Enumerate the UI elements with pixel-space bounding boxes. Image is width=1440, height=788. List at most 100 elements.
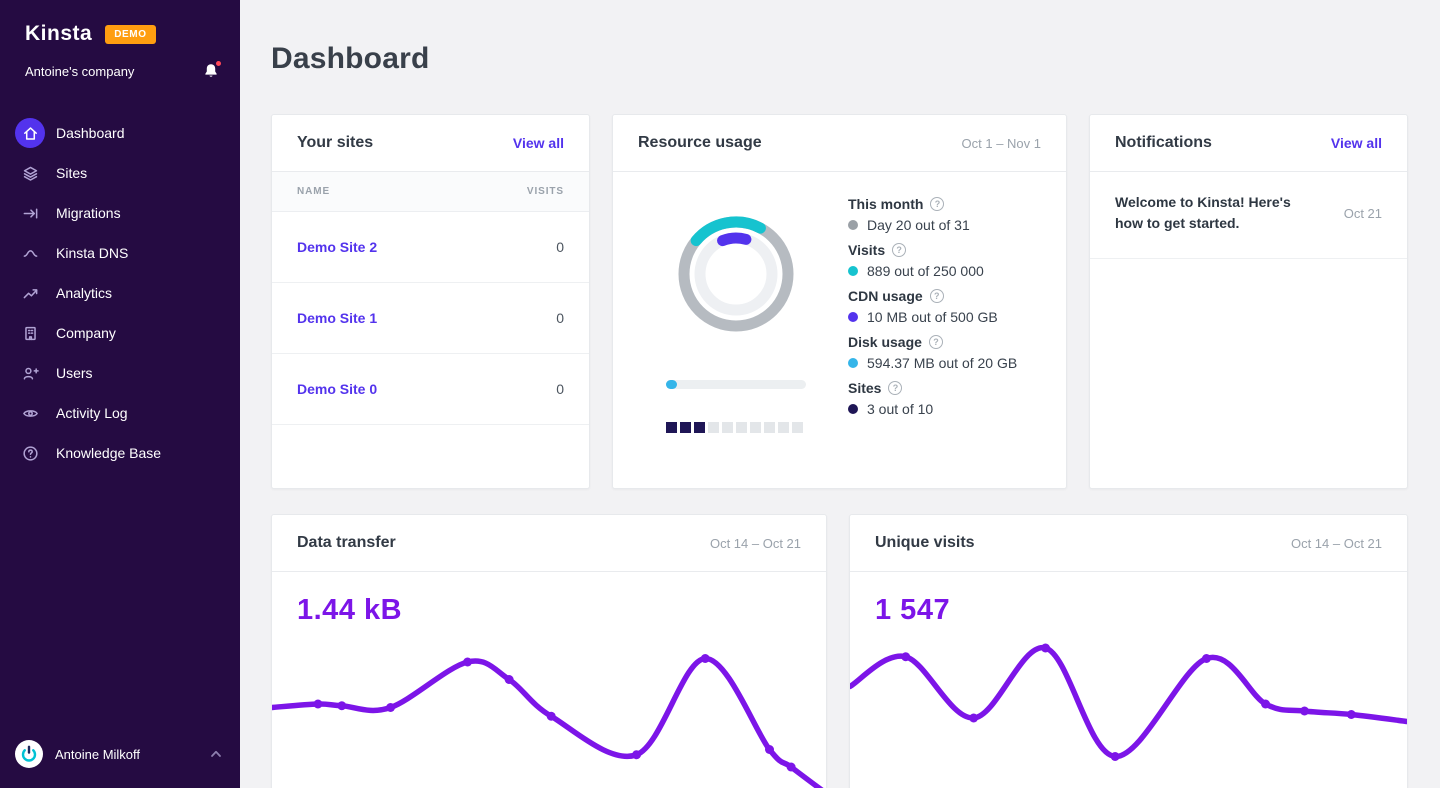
site-link[interactable]: Demo Site 1 — [297, 310, 378, 326]
legend-item: This month? Day 20 out of 31 — [848, 196, 1017, 233]
demo-badge: DEMO — [105, 24, 156, 44]
your-sites-view-all-link[interactable]: View all — [512, 135, 564, 151]
sites-table-header: NAME VISITS — [272, 172, 589, 212]
activity-icon — [15, 398, 45, 428]
unique-visits-date-range: Oct 14 – Oct 21 — [1290, 535, 1382, 551]
sidebar-item-kinsta-dns[interactable]: Kinsta DNS — [0, 233, 240, 273]
company-row: Antoine's company — [0, 46, 240, 81]
sidebar-item-sites[interactable]: Sites — [0, 153, 240, 193]
sidebar-item-migrations[interactable]: Migrations — [0, 193, 240, 233]
legend-value: Day 20 out of 31 — [867, 217, 970, 233]
notifications-bell-icon[interactable] — [202, 60, 222, 81]
data-transfer-chart — [272, 654, 824, 788]
sidebar-item-label: Analytics — [56, 285, 113, 301]
legend-label: Disk usage — [848, 334, 922, 350]
table-row: Demo Site 1 0 — [272, 283, 589, 354]
site-link[interactable]: Demo Site 2 — [297, 239, 378, 255]
main-content: Dashboard Your sites View all NAME VISIT… — [240, 0, 1440, 788]
resource-donut-chart — [678, 216, 794, 332]
legend-item: Sites? 3 out of 10 — [848, 380, 1017, 417]
site-visits-value: 0 — [556, 310, 564, 326]
resource-usage-body: This month? Day 20 out of 31 Visits? 889 ou… — [613, 172, 1066, 488]
knowledge-icon — [15, 438, 45, 468]
legend-label: This month — [848, 196, 924, 212]
your-sites-title: Your sites — [297, 134, 374, 151]
help-icon[interactable]: ? — [928, 335, 943, 349]
sidebar-item-label: Activity Log — [56, 405, 128, 421]
unique-visits-total: 1 547 — [875, 594, 951, 626]
help-icon[interactable]: ? — [930, 197, 945, 211]
legend-color-dot — [848, 266, 858, 276]
sidebar-item-label: Migrations — [56, 205, 121, 221]
sidebar-item-analytics[interactable]: Analytics — [0, 273, 240, 313]
sidebar-item-dashboard[interactable]: Dashboard — [0, 113, 240, 153]
legend-color-dot — [848, 404, 858, 414]
site-slot-used — [694, 422, 705, 433]
help-icon[interactable]: ? — [929, 289, 944, 303]
site-slot-free — [778, 422, 789, 433]
notifications-title: Notifications — [1115, 134, 1212, 151]
sidebar-item-label: Knowledge Base — [56, 445, 162, 461]
disk-usage-bar-fill — [666, 380, 678, 389]
migrations-icon — [15, 198, 45, 228]
sidebar-item-label: Dashboard — [56, 125, 125, 141]
sidebar-item-company[interactable]: Company — [0, 313, 240, 353]
legend-label: Visits — [848, 242, 886, 258]
site-slot-free — [750, 422, 761, 433]
your-sites-card: Your sites View all NAME VISITS Demo Sit… — [271, 114, 590, 489]
users-icon — [15, 358, 45, 388]
legend-color-dot — [848, 312, 858, 322]
legend-item: CDN usage? 10 MB out of 500 GB — [848, 288, 1017, 325]
sidebar-item-users[interactable]: Users — [0, 353, 240, 393]
resource-usage-date-range: Oct 1 – Nov 1 — [961, 135, 1041, 151]
user-avatar — [14, 739, 44, 769]
sidebar-item-label: Company — [56, 325, 116, 341]
site-slot-free — [736, 422, 747, 433]
bottom-cards-row: Data transfer Oct 14 – Oct 21 1.44 kB Un… — [271, 514, 1408, 788]
site-link[interactable]: Demo Site 0 — [297, 381, 378, 397]
data-transfer-card: Data transfer Oct 14 – Oct 21 1.44 kB — [271, 514, 827, 788]
site-visits-value: 0 — [556, 239, 564, 255]
bell-alert-dot — [215, 60, 222, 67]
sidebar-item-knowledge-base[interactable]: Knowledge Base — [0, 433, 240, 473]
data-transfer-total: 1.44 kB — [297, 594, 403, 626]
resource-usage-card: Resource usage Oct 1 – Nov 1 This month?… — [612, 114, 1067, 489]
help-icon[interactable]: ? — [888, 381, 903, 395]
disk-usage-bar — [666, 380, 806, 389]
notification-item[interactable]: Welcome to Kinsta! Here's how to get sta… — [1090, 172, 1407, 259]
legend-color-dot — [848, 220, 858, 230]
help-icon[interactable]: ? — [892, 243, 907, 257]
user-menu[interactable]: Antoine Milkoff — [0, 732, 240, 776]
site-visits-value: 0 — [556, 381, 564, 397]
notification-text: Welcome to Kinsta! Here's how to get sta… — [1115, 194, 1291, 231]
site-slot-free — [764, 422, 775, 433]
sidebar-nav: Dashboard Sites Migrations Kinsta DNS Analyt… — [0, 113, 240, 473]
legend-value: 594.37 MB out of 20 GB — [867, 355, 1018, 371]
unique-visits-chart — [850, 643, 1407, 761]
layers-icon — [15, 158, 45, 188]
page-title: Dashboard — [271, 42, 430, 75]
legend-item: Disk usage? 594.37 MB out of 20 GB — [848, 334, 1017, 371]
sidebar-item-activity-log[interactable]: Activity Log — [0, 393, 240, 433]
site-slot-free — [722, 422, 733, 433]
column-name: NAME — [297, 186, 331, 197]
resource-legend: This month? Day 20 out of 31 Visits? 889 ou… — [848, 196, 1017, 426]
notifications-view-all-link[interactable]: View all — [1330, 135, 1382, 151]
notifications-list: Welcome to Kinsta! Here's how to get sta… — [1090, 172, 1407, 259]
legend-label: Sites — [848, 380, 882, 396]
sidebar-item-label: Kinsta DNS — [56, 245, 129, 261]
brand-row: Kinsta DEMO — [0, 0, 240, 46]
sidebar-item-label: Sites — [56, 165, 88, 181]
legend-item: Visits? 889 out of 250 000 — [848, 242, 1017, 279]
resource-usage-title: Resource usage — [638, 134, 762, 151]
analytics-icon — [15, 278, 45, 308]
site-slot-used — [680, 422, 691, 433]
chevron-up-icon[interactable] — [207, 745, 225, 763]
data-transfer-title: Data transfer — [297, 534, 396, 551]
data-transfer-date-range: Oct 14 – Oct 21 — [709, 535, 801, 551]
legend-color-dot — [848, 358, 858, 368]
site-slot-used — [666, 422, 677, 433]
legend-value: 3 out of 10 — [867, 401, 934, 417]
company-icon — [15, 318, 45, 348]
